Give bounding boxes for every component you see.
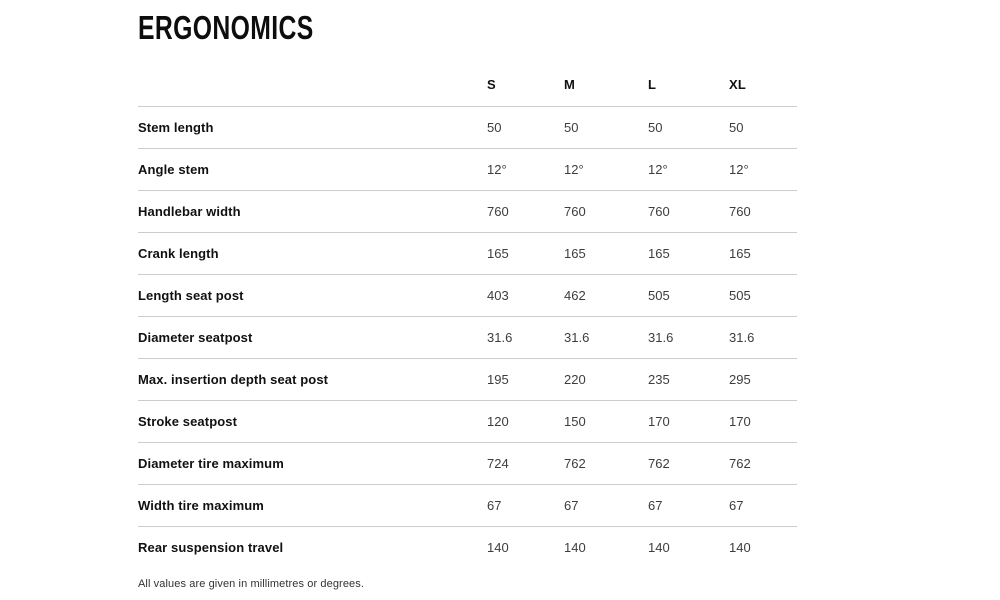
cell-value: 140 — [487, 539, 509, 555]
cell-value: 762 — [564, 442, 648, 485]
cell-value: 760 — [564, 190, 648, 233]
cell-value: 235 — [648, 358, 729, 401]
row-label: Rear suspension travel — [138, 539, 284, 555]
cell-value: 12° — [648, 148, 729, 191]
row-label: Length seat post — [138, 274, 487, 317]
cell-value: 295 — [729, 358, 797, 401]
header-row: S M L XL — [138, 64, 797, 107]
cell-value: 165 — [648, 232, 729, 275]
cell-value: 140 — [729, 539, 751, 555]
units-footnote: All values are given in millimetres or d… — [138, 578, 365, 590]
cell-value: 760 — [487, 190, 564, 233]
cell-value: 403 — [487, 274, 564, 317]
header-label-spacer — [138, 64, 487, 107]
cell-value: 220 — [564, 358, 648, 401]
cell-value: 50 — [648, 106, 729, 149]
cell-value: 165 — [729, 232, 797, 275]
cell-value: 67 — [648, 484, 729, 527]
cell-value: 67 — [564, 484, 648, 527]
table-row: Diameter seatpost 31.6 31.6 31.6 31.6 — [138, 316, 797, 359]
row-label: Crank length — [138, 232, 487, 275]
cell-value: 462 — [564, 274, 648, 317]
cell-value: 50 — [729, 106, 797, 149]
row-label: Width tire maximum — [138, 484, 487, 527]
cell-value: 165 — [564, 232, 648, 275]
cell-value: 762 — [729, 442, 797, 485]
column-header-s: S — [487, 64, 564, 107]
table-row: Stroke seatpost 120 150 170 170 — [138, 400, 797, 443]
column-header-m: M — [564, 64, 648, 107]
cell-value: 140 — [564, 539, 586, 555]
table-row: Diameter tire maximum 724 762 762 762 — [138, 442, 797, 485]
cell-value: 31.6 — [564, 316, 648, 359]
cell-value: 50 — [487, 106, 564, 149]
cell-value: 120 — [487, 400, 564, 443]
cell-value: 31.6 — [648, 316, 729, 359]
cell-value: 724 — [487, 442, 564, 485]
cell-value: 31.6 — [487, 316, 564, 359]
table-row: Crank length 165 165 165 165 — [138, 232, 797, 275]
table-row: Stem length 50 50 50 50 — [138, 106, 797, 149]
ergonomics-spec-table: S M L XL Stem length 50 50 50 50 Angle s… — [138, 64, 797, 568]
column-header-l: L — [648, 64, 729, 107]
row-label: Diameter tire maximum — [138, 442, 487, 485]
cell-value: 12° — [729, 148, 797, 191]
row-label: Angle stem — [138, 148, 487, 191]
cell-value: 50 — [564, 106, 648, 149]
cell-value: 140 — [648, 539, 670, 555]
table-row: Max. insertion depth seat post 195 220 2… — [138, 358, 797, 401]
column-header-xl: XL — [729, 64, 797, 107]
cell-value: 170 — [729, 400, 797, 443]
table-row: Length seat post 403 462 505 505 — [138, 274, 797, 317]
cell-value: 505 — [648, 274, 729, 317]
table-row: Rear suspension travel 140 140 140 140 — [138, 526, 797, 568]
cell-value: 762 — [648, 442, 729, 485]
cell-value: 12° — [487, 148, 564, 191]
cell-value: 760 — [648, 190, 729, 233]
cell-value: 760 — [729, 190, 797, 233]
cell-value: 170 — [648, 400, 729, 443]
cell-value: 505 — [729, 274, 797, 317]
table-row: Handlebar width 760 760 760 760 — [138, 190, 797, 233]
cell-value: 67 — [487, 484, 564, 527]
row-label: Diameter seatpost — [138, 316, 487, 359]
cell-value: 31.6 — [729, 316, 797, 359]
cell-value: 67 — [729, 484, 797, 527]
table-row: Angle stem 12° 12° 12° 12° — [138, 148, 797, 191]
cell-value: 150 — [564, 400, 648, 443]
cell-value: 12° — [564, 148, 648, 191]
row-label: Max. insertion depth seat post — [138, 358, 487, 401]
cell-value: 195 — [487, 358, 564, 401]
page-title: ERGONOMICS — [138, 9, 314, 46]
row-label: Stroke seatpost — [138, 400, 487, 443]
row-label: Stem length — [138, 106, 487, 149]
row-label: Handlebar width — [138, 190, 487, 233]
table-row: Width tire maximum 67 67 67 67 — [138, 484, 797, 527]
cell-value: 165 — [487, 232, 564, 275]
